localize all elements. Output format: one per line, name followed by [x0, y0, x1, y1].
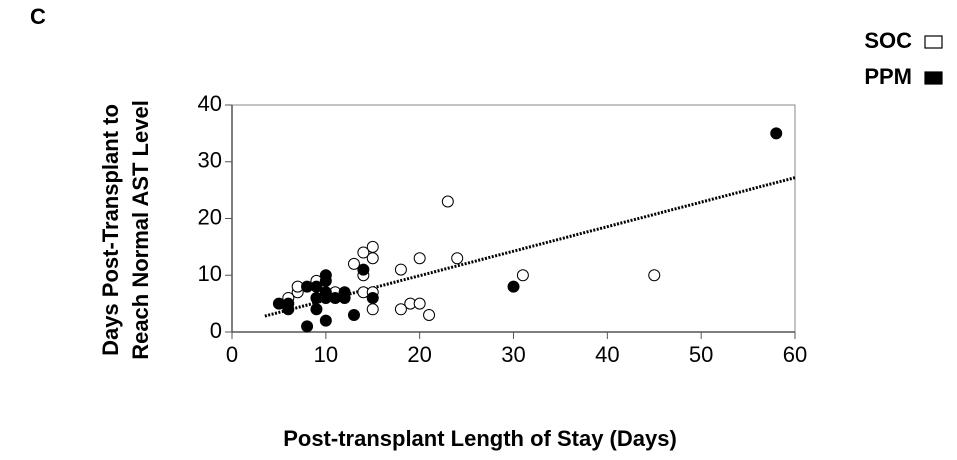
data-point — [347, 308, 360, 321]
x-tick-label: 30 — [501, 342, 525, 367]
data-point — [516, 269, 529, 282]
data-point — [357, 263, 370, 276]
data-point — [282, 303, 295, 316]
x-tick-label: 20 — [407, 342, 431, 367]
panel-label: C — [30, 4, 46, 29]
data-point — [648, 269, 661, 282]
y-tick-label: 30 — [198, 148, 222, 173]
data-point — [441, 195, 454, 208]
y-axis-title-line: Reach Normal AST Level — [128, 100, 153, 360]
trend-line — [264, 176, 796, 318]
legend-swatch — [924, 35, 943, 49]
y-tick-label: 40 — [198, 91, 222, 116]
data-point — [770, 127, 783, 140]
data-point — [347, 257, 360, 270]
data-point — [366, 291, 379, 304]
legend-swatch — [924, 71, 943, 85]
y-axis-title-line: Days Post-Transplant to — [98, 104, 123, 356]
y-tick-label: 20 — [198, 204, 222, 229]
y-axis-title: Days Post-Transplant to Reach Normal AST… — [98, 100, 153, 360]
x-tick-label: 60 — [783, 342, 807, 367]
x-tick-label: 10 — [314, 342, 338, 367]
data-point — [338, 291, 351, 304]
data-point — [310, 303, 323, 316]
data-point — [366, 252, 379, 265]
data-point — [366, 303, 379, 316]
legend-label: PPM — [864, 64, 912, 89]
x-axis-title: Post-transplant Length of Stay (Days) — [283, 426, 677, 451]
data-point — [319, 314, 332, 327]
y-tick-label: 10 — [198, 261, 222, 286]
data-point — [301, 320, 314, 333]
data-point — [507, 280, 520, 293]
x-tick-label: 50 — [689, 342, 713, 367]
data-point — [394, 263, 407, 276]
data-point — [394, 303, 407, 316]
y-tick-label: 0 — [210, 318, 222, 343]
data-point — [413, 252, 426, 265]
data-point — [451, 252, 464, 265]
data-point — [423, 308, 436, 321]
data-point — [413, 297, 426, 310]
x-tick-label: 40 — [595, 342, 619, 367]
legend-label: SOC — [864, 28, 912, 53]
x-tick-label: 0 — [226, 342, 238, 367]
data-point — [319, 274, 332, 287]
data-point — [357, 246, 370, 259]
